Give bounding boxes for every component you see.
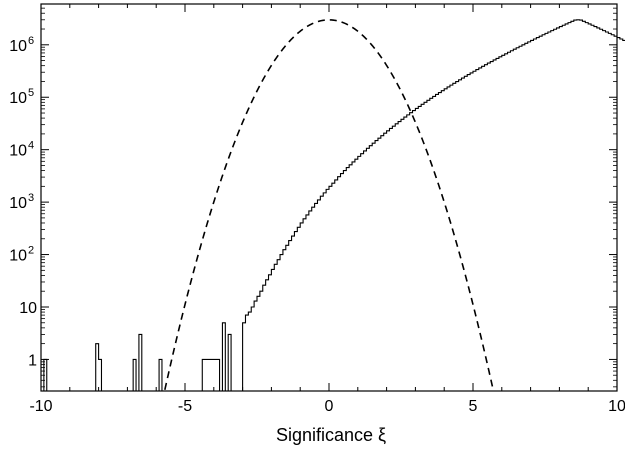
gaussian-fit-series (164, 19, 494, 390)
y-tick-label: 10 (19, 300, 37, 317)
histogram-series (41, 19, 625, 392)
y-tick-exponent: 5 (28, 87, 34, 99)
y-tick-exponent: 2 (28, 245, 34, 257)
y-tick-label: 1 (28, 352, 37, 369)
axis-ticks (40, 3, 618, 391)
y-tick-exponent: 4 (28, 140, 34, 152)
y-tick-exponent: 3 (28, 192, 34, 204)
y-tick-label: 10 (9, 248, 27, 265)
x-tick-label: -10 (29, 398, 52, 415)
y-tick-label: 10 (9, 143, 27, 160)
y-tick-label: 10 (9, 195, 27, 212)
x-axis-title: Significance ξ (276, 425, 386, 445)
x-tick-label: 10 (608, 398, 625, 415)
y-tick-exponent: 6 (28, 35, 34, 47)
x-tick-label: 0 (325, 398, 334, 415)
y-tick-label: 10 (9, 38, 27, 55)
plot-area (41, 19, 625, 392)
plot-frame (40, 3, 618, 392)
x-tick-label: -5 (178, 398, 192, 415)
y-tick-label: 10 (9, 90, 27, 107)
x-tick-label: 5 (469, 398, 478, 415)
